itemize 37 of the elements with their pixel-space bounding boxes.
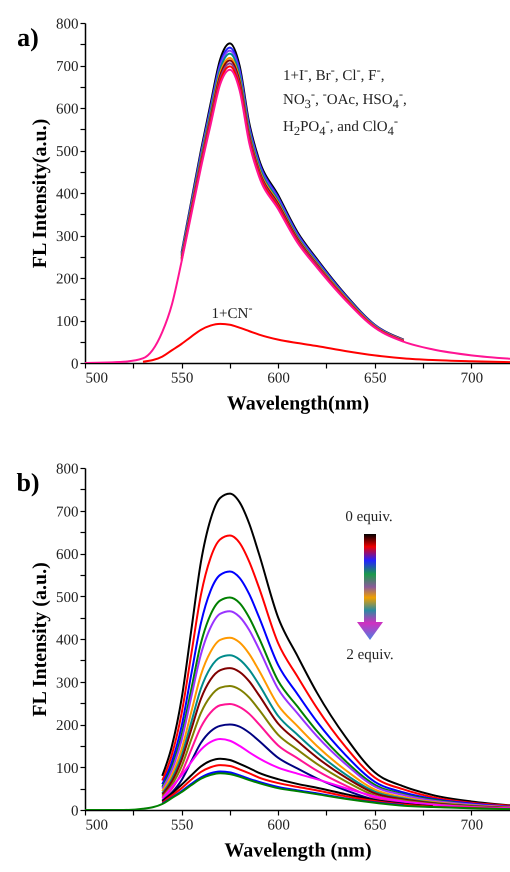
y-tick-label: 500 xyxy=(56,144,78,160)
annotation: 0 equiv. xyxy=(345,508,393,527)
y-axis-title: FL Intensity(a.u.) xyxy=(29,118,51,268)
y-tick-label: 0 xyxy=(71,356,78,372)
y-tick-label: 600 xyxy=(56,102,78,118)
y-tick-label: 700 xyxy=(56,59,78,75)
x-tick-label: 650 xyxy=(364,818,387,834)
x-axis-title: Wavelength (nm) xyxy=(224,840,372,862)
y-tick-label: 200 xyxy=(56,718,78,734)
x-tick-label: 550 xyxy=(170,370,194,386)
x-tick-label: 700 xyxy=(460,370,484,386)
y-tick-label: 300 xyxy=(56,229,78,245)
x-tick-label: 650 xyxy=(364,370,387,386)
y-tick-label: 300 xyxy=(56,675,78,692)
y-tick-label: 800 xyxy=(56,16,78,32)
y-tick-label: 600 xyxy=(56,547,78,563)
chart-title: b) xyxy=(16,468,40,498)
y-tick-label: 800 xyxy=(56,462,78,478)
y-tick-label: 400 xyxy=(56,632,78,648)
y-tick-label: 0 xyxy=(71,804,78,820)
x-tick-label: 600 xyxy=(267,818,290,834)
annotation: 1+CN$^{-}$ xyxy=(212,300,252,324)
y-tick-label: 100 xyxy=(56,314,78,330)
x-axis-title: Wavelength(nm) xyxy=(226,392,370,414)
x-tick-label: 500 xyxy=(86,818,108,834)
x-tick-label: 700 xyxy=(460,818,484,834)
y-tick-label: 100 xyxy=(56,760,78,777)
x-tick-label: 500 xyxy=(86,370,108,386)
y-tick-label: 500 xyxy=(56,590,78,606)
y-tick-label: 700 xyxy=(56,504,78,520)
annotation: 2 equiv. xyxy=(346,646,394,665)
y-tick-label: 200 xyxy=(56,272,78,288)
chart-title: a) xyxy=(17,23,39,53)
y-tick-label: 400 xyxy=(56,186,78,202)
x-tick-label: 550 xyxy=(170,818,194,834)
x-tick-label: 600 xyxy=(267,370,290,386)
y-axis-title: FL Intensity (a.u.) xyxy=(29,562,51,717)
